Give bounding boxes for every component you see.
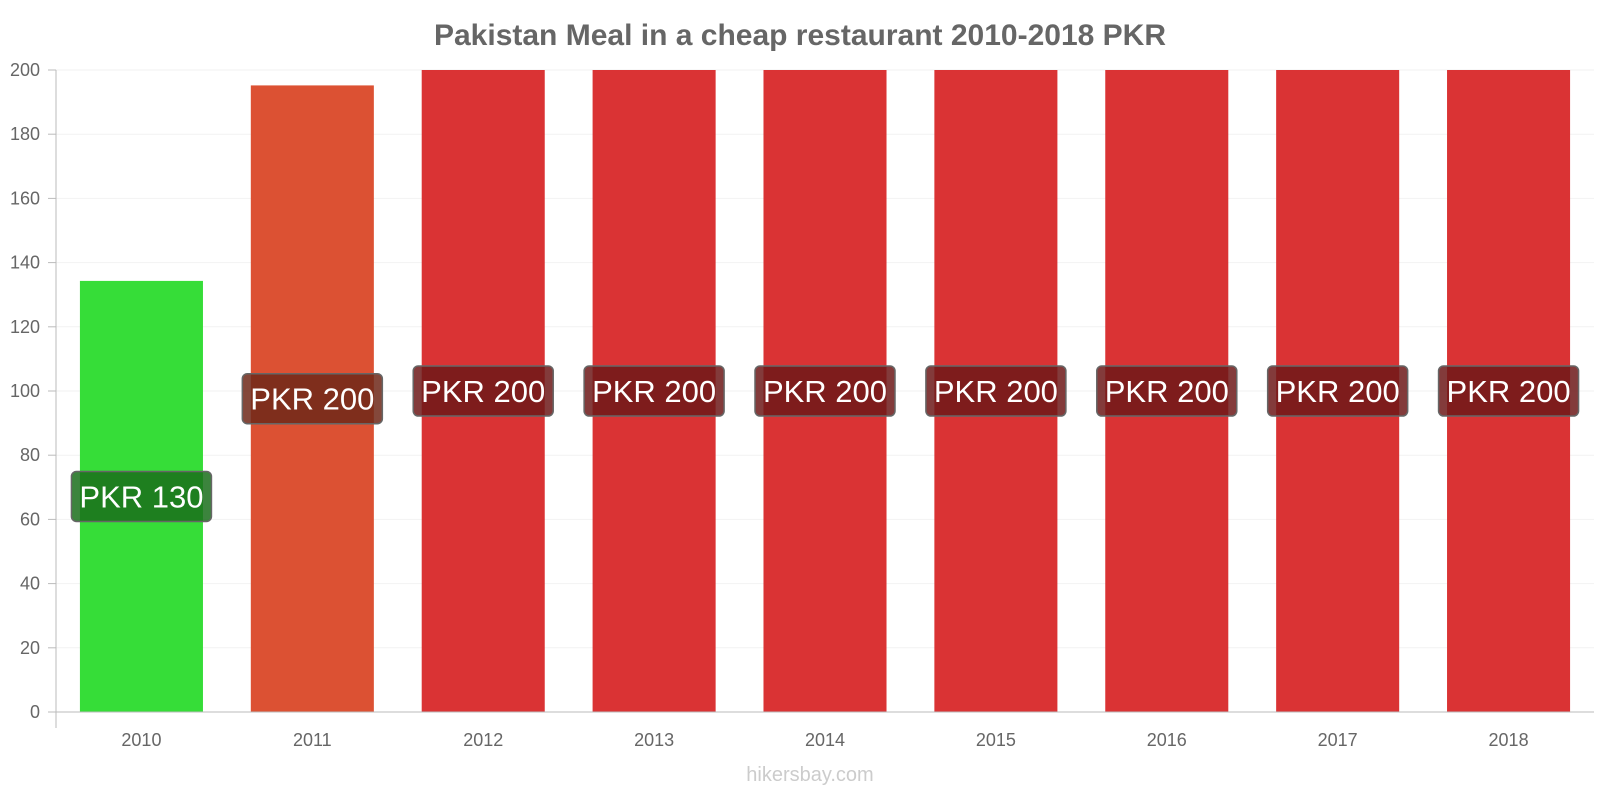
y-tick-label: 100 [10,381,40,401]
data-label: PKR 200 [412,365,554,417]
data-label-box [754,365,896,417]
data-label-text: PKR 200 [1276,374,1400,409]
y-tick-label: 20 [20,638,40,658]
data-label: PKR 200 [1096,365,1238,417]
y-tick-label: 120 [10,317,40,337]
chart-title: Pakistan Meal in a cheap restaurant 2010… [434,19,1166,52]
y-tick-label: 60 [20,509,40,529]
data-label-box [412,365,554,417]
data-label-text: PKR 200 [1447,374,1571,409]
data-label-box [1437,365,1580,417]
data-label-box [241,372,384,425]
data-label: PKR 200 [1437,365,1580,417]
data-label-box [70,470,213,523]
x-tick-label: 2012 [463,730,503,750]
data-label-text: PKR 200 [592,374,716,409]
x-tick-label: 2013 [634,730,674,750]
data-label: PKR 200 [1266,365,1409,417]
x-tick-label: 2017 [1318,730,1358,750]
y-tick-label: 200 [10,60,40,80]
data-label-box [1096,365,1238,417]
data-label: PKR 130 [70,470,213,523]
data-label: PKR 200 [583,365,725,417]
y-tick-label: 0 [30,702,40,722]
x-axis: 2010 2011 2012 2013 2014 2015 2016 2017 2018 [56,711,1594,750]
x-tick-label: 2015 [976,730,1016,750]
data-label: PKR 200 [241,372,384,425]
y-tick-label: 160 [10,188,40,208]
x-tick-label: 2011 [293,730,332,750]
data-labels: PKR 130 PKR 200 PKR 200 PKR 200 PKR 200 PKR 2… [70,365,1580,523]
data-label-box [583,365,725,417]
data-label-text: PKR 200 [1105,374,1229,409]
data-label: PKR 200 [925,365,1067,417]
data-label-box [925,365,1067,417]
y-tick-label: 140 [10,253,40,273]
y-tick-label: 40 [20,574,40,594]
data-label: PKR 200 [754,365,896,417]
x-tick-label: 2016 [1147,730,1187,750]
y-tick-label: 80 [20,445,40,465]
data-label-text: PKR 200 [934,374,1058,409]
credit-text: hikersbay.com [746,764,873,786]
data-label-text: PKR 200 [421,374,545,409]
y-tick-label: 180 [10,124,40,144]
data-label-box [1266,365,1409,417]
y-axis: 0 20 40 60 80 100 120 140 160 180 200 [10,60,57,728]
x-tick-label: 2014 [805,730,845,750]
x-tick-label: 2018 [1489,730,1529,750]
data-label-text: PKR 200 [763,374,887,409]
data-label-text: PKR 130 [79,479,203,514]
x-tick-label: 2010 [121,730,161,750]
data-label-text: PKR 200 [250,382,374,417]
